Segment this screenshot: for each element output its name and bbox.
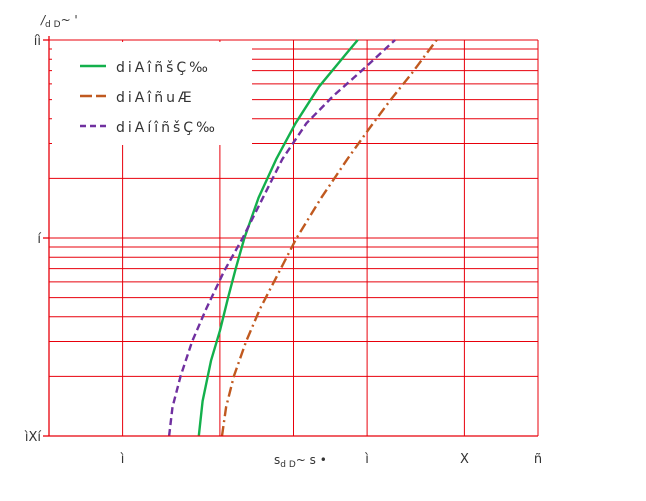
series-line bbox=[197, 39, 359, 437]
series-line bbox=[220, 39, 438, 437]
legend-box bbox=[52, 42, 252, 145]
x-tick-label: ñ bbox=[534, 452, 542, 467]
legend-label: diAíîñšÇ‰ bbox=[116, 120, 218, 136]
x-axis-label-main: s bbox=[274, 453, 280, 467]
x-tick-label: X bbox=[460, 452, 469, 467]
y-axis-label-rest: ~ ' bbox=[61, 13, 78, 27]
y-tick-label: ìXí bbox=[24, 430, 42, 445]
y-axis-label-main: / bbox=[40, 13, 47, 27]
x-tick-label: ì bbox=[364, 452, 369, 467]
x-tick-label: ì bbox=[120, 452, 125, 467]
axes bbox=[43, 36, 538, 437]
legend-label: diAîñšÇ‰ bbox=[116, 60, 211, 76]
legend: diAîñšÇ‰ diAîñuÆ diAíîñšÇ‰ bbox=[80, 60, 218, 136]
y-axis-label-sub: d D bbox=[45, 20, 61, 30]
x-axis-label: sd D~ s • bbox=[274, 453, 327, 470]
y-axis-label: /d D~ ' bbox=[40, 13, 78, 30]
x-axis-label-sub: d D bbox=[280, 460, 296, 470]
y-tick-label: í bbox=[37, 232, 41, 247]
series-line bbox=[167, 39, 396, 437]
y-tick-label: íì bbox=[34, 34, 41, 49]
series-lines bbox=[167, 39, 438, 437]
x-axis-label-rest: ~ s • bbox=[296, 453, 327, 467]
legend-label: diAîñuÆ bbox=[116, 90, 195, 106]
